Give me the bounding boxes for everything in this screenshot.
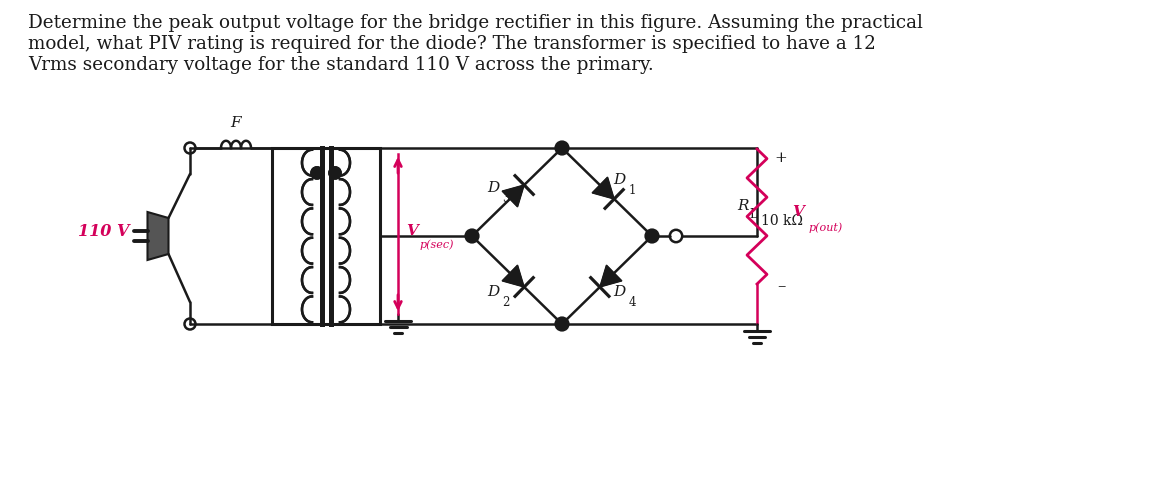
Bar xyxy=(272,148,380,324)
Text: p(sec): p(sec) xyxy=(420,240,454,250)
Circle shape xyxy=(329,167,341,179)
Circle shape xyxy=(556,141,569,155)
Text: 3: 3 xyxy=(502,191,509,205)
Text: Determine the peak output voltage for the bridge rectifier in this figure. Assum: Determine the peak output voltage for th… xyxy=(28,14,923,73)
Text: 1: 1 xyxy=(628,184,635,196)
Polygon shape xyxy=(502,185,524,207)
Text: +: + xyxy=(774,151,787,165)
Text: D: D xyxy=(613,173,625,187)
Polygon shape xyxy=(147,212,168,260)
Polygon shape xyxy=(600,265,621,287)
Circle shape xyxy=(312,167,322,179)
Text: D: D xyxy=(487,181,499,195)
Circle shape xyxy=(312,167,322,179)
Circle shape xyxy=(556,317,569,330)
Circle shape xyxy=(466,229,479,243)
Text: 4: 4 xyxy=(628,295,635,309)
Circle shape xyxy=(646,229,659,243)
Circle shape xyxy=(329,167,341,179)
Text: R: R xyxy=(737,199,749,213)
Text: 2: 2 xyxy=(502,295,509,309)
Text: p(out): p(out) xyxy=(809,222,843,233)
Text: V: V xyxy=(792,206,804,220)
Text: D: D xyxy=(613,285,625,299)
Text: 10 kΩ: 10 kΩ xyxy=(762,213,804,227)
Polygon shape xyxy=(502,265,524,287)
Text: F: F xyxy=(231,116,242,130)
Text: V: V xyxy=(406,224,418,238)
Text: D: D xyxy=(487,285,499,299)
Polygon shape xyxy=(592,177,614,199)
Text: –: – xyxy=(777,278,785,295)
Text: 110 V: 110 V xyxy=(78,223,130,240)
Text: L: L xyxy=(749,208,757,221)
